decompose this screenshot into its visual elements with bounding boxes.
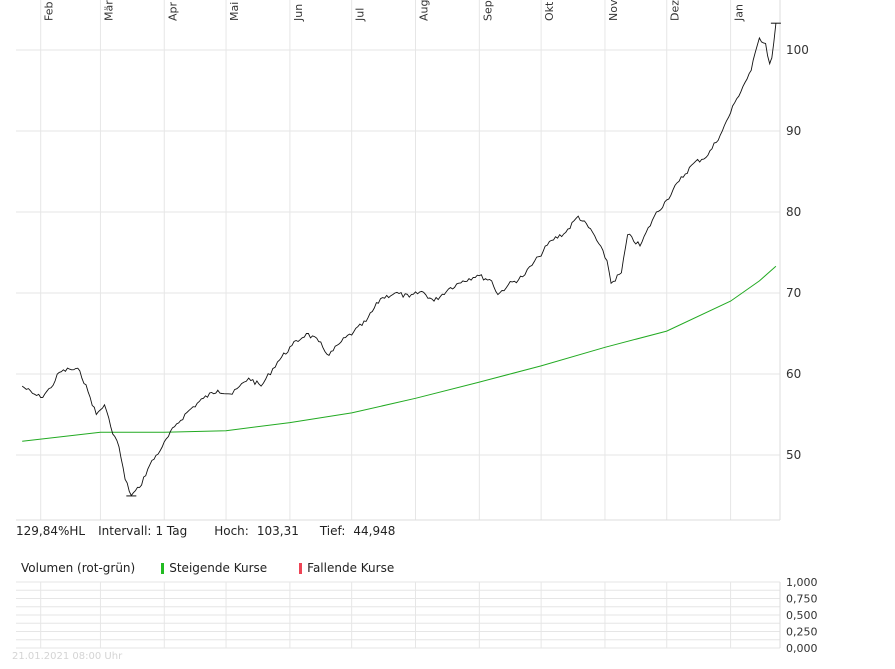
interval-value: 1 Tag: [155, 524, 188, 538]
legend-up-label: Steigende Kurse: [169, 561, 268, 575]
interval-label: Intervall:: [98, 524, 152, 538]
volume-tick-label: 0,250: [786, 626, 818, 639]
price-tick-label: 90: [786, 124, 801, 138]
volume-header: Volumen (rot-grün) Steigende Kurse Falle…: [21, 561, 394, 575]
legend-down-label: Fallende Kurse: [307, 561, 395, 575]
price-tick-label: 80: [786, 205, 801, 219]
volume-tick-label: 1,000: [786, 576, 818, 589]
footer-timestamp: 21.01.2021 08:00 Uhr: [12, 651, 123, 662]
volume-tick-label: 0,000: [786, 642, 818, 655]
price-tick-label: 70: [786, 286, 801, 300]
price-tick-label: 50: [786, 448, 801, 462]
month-tick-label: Mär: [102, 0, 115, 21]
month-tick-label: Jan: [733, 4, 746, 22]
legend-down-swatch: [299, 562, 303, 574]
volume-tick-label: 0,750: [786, 593, 818, 606]
price-tick-label: 100: [786, 43, 809, 57]
stats-bar: 129,84%HL Intervall: 1 Tag Hoch: 103,31 …: [16, 524, 395, 538]
low-value: 44,948: [353, 524, 396, 538]
price-grid: [16, 0, 781, 521]
month-tick-label: Jul: [354, 8, 367, 22]
month-tick-label: Apr: [166, 1, 179, 21]
low-label: Tief:: [319, 524, 346, 538]
volume-axis: 1,000 0,750 0,500 0,250 0,000: [786, 576, 818, 655]
legend-up-swatch: [161, 562, 165, 574]
volume-grid: [16, 581, 781, 649]
moving-average-line: [22, 265, 777, 442]
month-tick-label: Aug: [418, 0, 431, 21]
high-label: Hoch:: [214, 524, 249, 538]
month-tick-label: Sep: [481, 0, 494, 21]
month-tick-label: Dez: [669, 0, 682, 21]
month-axis: Feb Mär Apr Mai Jun Jul Aug Sep Okt Nov Dez Jan: [43, 0, 746, 22]
price-tick-label: 60: [786, 367, 801, 381]
price-line: [21, 23, 777, 497]
volume-title: Volumen (rot-grün): [21, 561, 136, 575]
hl-value: 129,84%HL: [16, 524, 86, 538]
month-tick-label: Okt: [543, 1, 556, 21]
price-axis: 50 60 70 80 90 100: [786, 43, 809, 462]
month-tick-label: Mai: [228, 2, 241, 21]
month-tick-label: Feb: [43, 2, 56, 21]
month-tick-label: Nov: [607, 0, 620, 21]
high-value: 103,31: [256, 524, 299, 538]
volume-tick-label: 0,500: [786, 609, 818, 622]
month-tick-label: Jun: [292, 4, 305, 22]
